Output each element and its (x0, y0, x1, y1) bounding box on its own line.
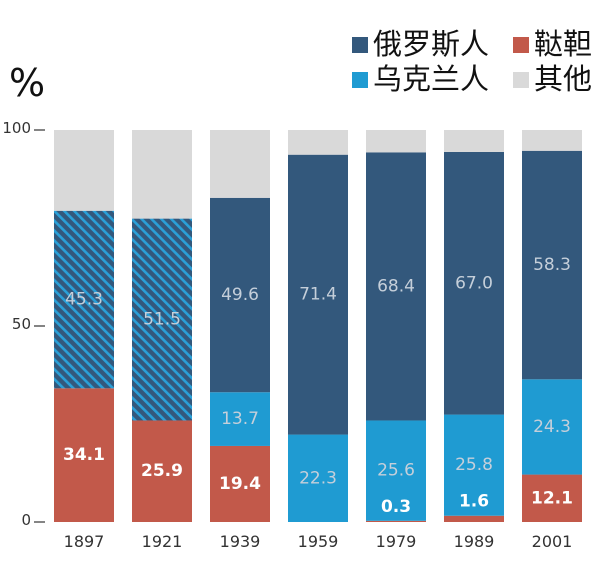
legend: 俄罗斯人 鞑靼人乌克兰人 其他 (352, 30, 593, 100)
legend-label: 俄罗斯人 (373, 27, 490, 61)
legend-label: 其他 (534, 62, 593, 96)
bar-stack-2001: 12.1 24.3 58.3 (522, 130, 582, 522)
x-tick-label: 2001 (532, 532, 573, 551)
bar-segment (366, 152, 426, 421)
y-tick-label: 100 (2, 119, 31, 137)
bar-segment (366, 130, 426, 153)
bar-segment (54, 130, 114, 211)
bar-segment (522, 379, 582, 475)
legend-item: 乌克兰人 (352, 65, 489, 94)
bar-segment (444, 515, 504, 522)
bar-segment (210, 197, 270, 393)
x-tick-label: 1989 (454, 532, 495, 551)
bar-segment (210, 130, 270, 198)
bar-segment (288, 130, 348, 155)
data-label: 12.1 (531, 488, 573, 508)
bar-stack-1939: 19.4 13.7 49.6 (210, 130, 270, 522)
y-tick-label: 0 (21, 511, 31, 529)
bar-segment (210, 392, 270, 446)
bar-segment (366, 520, 426, 522)
data-label: 68.4 (377, 276, 415, 296)
bar-segment (522, 150, 582, 380)
bar-segment (444, 130, 504, 152)
legend-swatch (513, 36, 529, 53)
bar-segment (132, 218, 192, 421)
data-label: 22.3 (299, 468, 337, 488)
bars: 34.1 45.3 25.9 51.5 19.4 13.7 49.6 22.3 71.4 0.3 2… (54, 130, 582, 522)
bar-stack-1979: 0.3 25.6 68.4 (366, 130, 426, 522)
bar-segment (54, 388, 114, 522)
x-tick-label: 1939 (220, 532, 261, 551)
data-label: 1.6 (459, 492, 489, 512)
x-tick-label: 1979 (376, 532, 417, 551)
data-label: 25.9 (141, 461, 183, 481)
y-unit-label: % (9, 61, 46, 105)
x-tick-label: 1897 (64, 532, 105, 551)
data-label: 34.1 (63, 445, 105, 465)
data-label: 67.0 (455, 273, 493, 293)
bar-segment (522, 474, 582, 522)
data-label: 51.5 (143, 310, 181, 330)
data-label: 0.3 (381, 497, 411, 517)
bar-segment (444, 151, 504, 415)
bar-segment (366, 420, 426, 521)
bar-segment (54, 210, 114, 389)
data-label: 45.3 (65, 290, 103, 310)
legend-swatch (352, 36, 368, 53)
bar-segment (522, 130, 582, 151)
legend-item: 鞑靼人 (513, 30, 593, 59)
legend-item: 俄罗斯人 (352, 30, 489, 59)
legend-label: 乌克兰人 (373, 62, 490, 96)
y-axis: 0 50 100 (2, 119, 45, 529)
data-label: 58.3 (533, 255, 571, 275)
bar-stack-1959: 22.3 71.4 (288, 130, 348, 522)
data-label: 25.6 (377, 461, 415, 481)
bar-stack-1921: 25.9 51.5 (132, 130, 192, 522)
data-label: 13.7 (221, 409, 259, 429)
data-label: 19.4 (219, 474, 261, 494)
bar-segment (444, 414, 504, 516)
bar-stack-1989: 1.6 25.8 67.0 (444, 130, 504, 522)
x-tick-label: 1921 (142, 532, 183, 551)
bar-segment (288, 154, 348, 435)
bar-segment (132, 420, 192, 522)
bar-segment (132, 130, 192, 219)
data-label: 24.3 (533, 417, 571, 437)
legend-item: 其他 (513, 65, 592, 94)
x-tick-label: 1959 (298, 532, 339, 551)
bar-segment (210, 445, 270, 522)
legend-label: 鞑靼人 (534, 27, 593, 61)
data-label: 25.8 (455, 455, 493, 475)
y-tick-label: 50 (12, 315, 31, 333)
x-axis: 1897 1921 1939 1959 1979 1989 2001 (64, 532, 573, 551)
bar-segment (288, 434, 348, 522)
bar-stack-1897: 34.1 45.3 (54, 130, 114, 522)
legend-swatch (513, 71, 529, 88)
legend-swatch (352, 71, 368, 88)
data-label: 71.4 (299, 285, 337, 305)
data-label: 49.6 (221, 285, 259, 305)
